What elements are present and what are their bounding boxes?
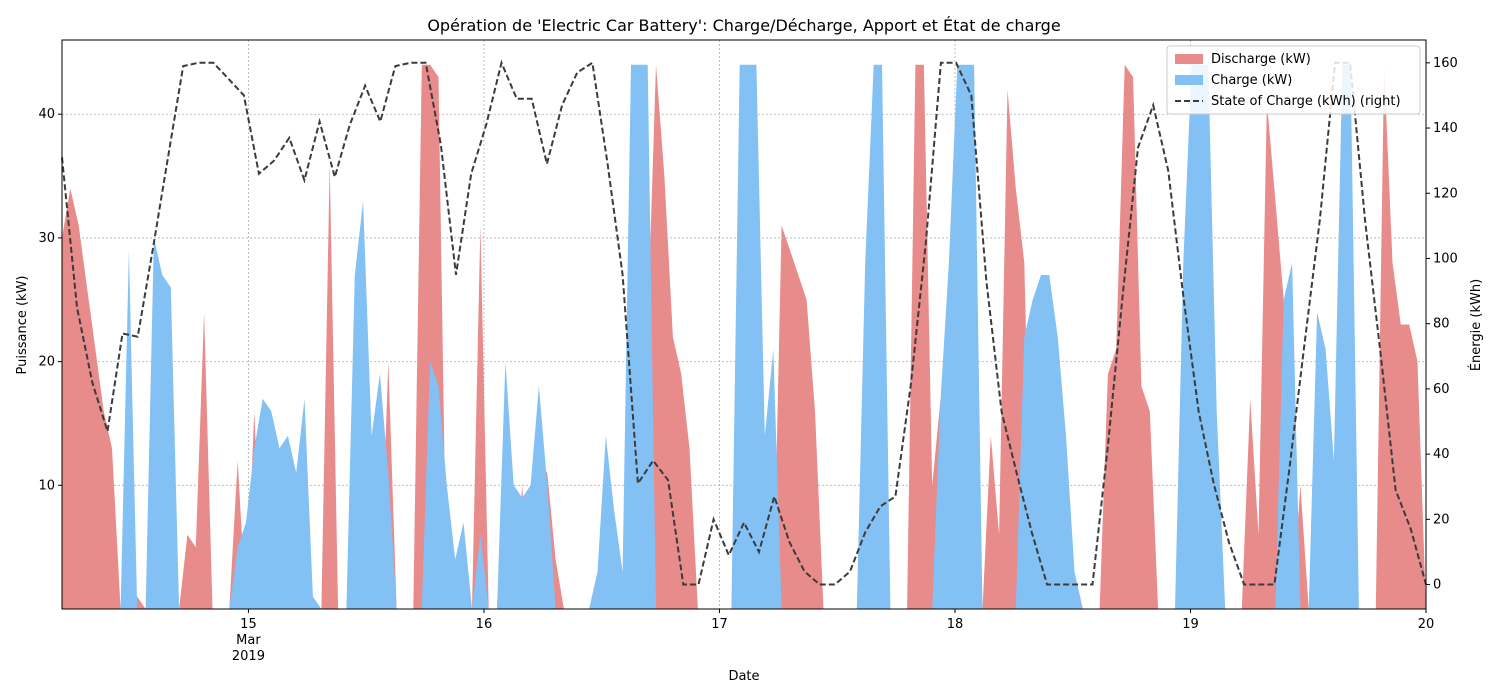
legend-label: State of Charge (kWh) (right) bbox=[1211, 94, 1401, 109]
soc-line bbox=[61, 59, 1427, 586]
legend-box bbox=[1166, 45, 1421, 115]
y-tick-label-right: 160 bbox=[1433, 56, 1458, 71]
legend-label: Discharge (kW) bbox=[1211, 52, 1311, 67]
x-tick-label: 18 bbox=[947, 617, 964, 632]
x-tick-label: 15 bbox=[240, 617, 257, 632]
legend-label: Charge (kW) bbox=[1211, 73, 1292, 88]
y-tick-label-right: 40 bbox=[1433, 447, 1450, 462]
y-tick-label-right: 60 bbox=[1433, 382, 1450, 397]
axes: 1020304002040608010012014016015Mar201916… bbox=[38, 56, 1457, 664]
y-tick-label-right: 80 bbox=[1433, 317, 1450, 332]
plot-frame bbox=[61, 39, 1427, 610]
y-axis-label-right: Énergie (kWh) bbox=[1468, 279, 1484, 371]
y-tick-label-right: 20 bbox=[1433, 512, 1450, 527]
x-tick-sublabel: Mar bbox=[236, 633, 261, 648]
y-tick-label-left: 20 bbox=[38, 355, 55, 370]
y-tick-label-right: 0 bbox=[1433, 578, 1441, 593]
plot-areas bbox=[62, 64, 1426, 609]
x-axis-label: Date bbox=[728, 669, 759, 684]
y-tick-label-right: 100 bbox=[1433, 251, 1458, 266]
legend-swatch bbox=[1175, 54, 1203, 64]
x-tick-sublabel: 2019 bbox=[232, 649, 265, 664]
legend: Discharge (kW) Charge (kW) State of Charge… bbox=[1166, 45, 1421, 115]
y-tick-label-right: 120 bbox=[1433, 186, 1458, 201]
x-tick-label: 19 bbox=[1182, 617, 1199, 632]
y-tick-label-left: 40 bbox=[38, 107, 55, 122]
legend-swatch bbox=[1175, 75, 1203, 85]
chart-title: Opération de 'Electric Car Battery': Cha… bbox=[427, 16, 1060, 35]
plot-lines bbox=[61, 59, 1427, 586]
y-tick-label-right: 140 bbox=[1433, 121, 1458, 136]
x-tick-label: 16 bbox=[476, 617, 493, 632]
x-tick-label: 17 bbox=[711, 617, 728, 632]
y-tick-label-left: 10 bbox=[38, 478, 55, 493]
y-axis-label-left: Puissance (kW) bbox=[15, 275, 30, 374]
x-tick-label: 20 bbox=[1418, 617, 1435, 632]
charge-area bbox=[62, 64, 1426, 609]
y-tick-label-left: 30 bbox=[38, 231, 55, 246]
